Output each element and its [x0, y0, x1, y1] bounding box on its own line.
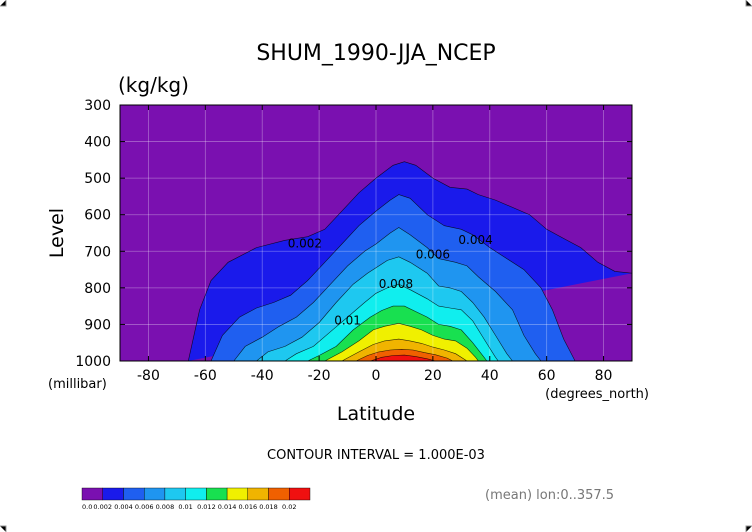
y-tick-label: 500 — [84, 171, 111, 187]
colorbar-swatch — [123, 487, 145, 501]
y-tick-label: 1000 — [75, 354, 111, 370]
colorbar-label: 0.0 — [82, 503, 92, 511]
contour-line — [370, 354, 436, 361]
x-tick-label: -60 — [194, 368, 217, 384]
colorbar-label: 0.002 — [93, 503, 112, 511]
colorbar-swatch — [164, 487, 186, 501]
contour-label: 0.004 — [458, 233, 492, 247]
contour-line — [233, 227, 542, 361]
contour-line — [284, 283, 499, 361]
y-axis-title: Level — [46, 208, 68, 258]
y-tick-label: 900 — [84, 317, 111, 333]
contour-label: 0.006 — [416, 248, 450, 262]
contour-line — [324, 322, 479, 361]
plot-area: 0.002 0.004 0.006 0.008 0.01 — [119, 104, 633, 362]
contour-line — [256, 256, 513, 361]
colorbar-swatch — [81, 487, 103, 501]
x-tick-label: 80 — [595, 368, 613, 384]
colorbar-swatch — [206, 487, 228, 501]
colorbar-label: 0.02 — [282, 503, 296, 511]
x-tick-label: -40 — [251, 368, 274, 384]
x-tick-label: 60 — [538, 368, 556, 384]
contour-lines — [188, 161, 632, 361]
colorbar-label: 0.006 — [135, 503, 154, 511]
x-tick-label: 40 — [481, 368, 499, 384]
colorbar-swatch — [143, 487, 166, 501]
units-label: (kg/kg) — [118, 73, 189, 97]
x-tick-label: 0 — [372, 368, 381, 384]
contour-line — [307, 305, 488, 361]
colorbar-label: 0.012 — [197, 503, 216, 511]
colorbar-swatch — [226, 487, 249, 501]
colorbar-label: 0.01 — [178, 503, 192, 511]
x-axis-ticks: -80 -60 -40 -20 0 20 40 60 80 — [137, 105, 612, 384]
y-tick-label: 300 — [84, 98, 111, 114]
y-tick-label: 800 — [84, 281, 111, 297]
contour-label-group: 0.002 0.004 0.006 0.008 0.01 — [288, 233, 493, 327]
y-tick-label: 700 — [84, 244, 111, 260]
contour-label: 0.01 — [334, 313, 361, 327]
contour-line — [355, 348, 453, 361]
colorbar-swatch — [247, 487, 269, 501]
x-tick-label: -20 — [308, 368, 331, 384]
y-unit-label: (millibar) — [48, 377, 107, 392]
contour-label: 0.008 — [379, 277, 413, 291]
contour-line — [188, 161, 632, 361]
colorbar-swatch — [102, 487, 124, 501]
y-tick-label: 400 — [84, 135, 111, 151]
y-tick-label: 600 — [84, 208, 111, 224]
contour-interval-text: CONTOUR INTERVAL = 1.000E-03 — [267, 448, 485, 463]
x-unit-label: (degrees_north) — [545, 387, 649, 402]
chart-title: SHUM_1990-JJA_NCEP — [256, 41, 495, 66]
x-axis-title: Latitude — [337, 403, 415, 425]
colorbar-label: 0.018 — [259, 503, 278, 511]
x-tick-label: 20 — [424, 368, 442, 384]
colorbar-label: 0.016 — [238, 503, 257, 511]
mean-note: (mean) lon:0..357.5 — [485, 488, 614, 503]
colorbar-labels: 0.0 0.002 0.004 0.006 0.008 0.01 0.012 0.014 0.0… — [82, 503, 297, 511]
colorbar-swatch — [268, 487, 290, 501]
colorbar-label: 0.004 — [114, 503, 133, 511]
contour-fills — [188, 161, 632, 361]
grid-lines — [120, 105, 632, 361]
x-tick-label: -80 — [137, 368, 160, 384]
colorbar-label: 0.008 — [156, 503, 175, 511]
contour-label: 0.002 — [288, 237, 322, 251]
y-axis-ticks: 300 400 500 600 700 800 900 1000 — [75, 98, 632, 370]
colorbar — [81, 487, 311, 501]
colorbar-label: 0.014 — [218, 503, 237, 511]
contour-line — [341, 338, 468, 361]
contour-line — [210, 194, 576, 361]
colorbar-swatch — [185, 487, 207, 501]
colorbar-swatch — [289, 487, 311, 501]
